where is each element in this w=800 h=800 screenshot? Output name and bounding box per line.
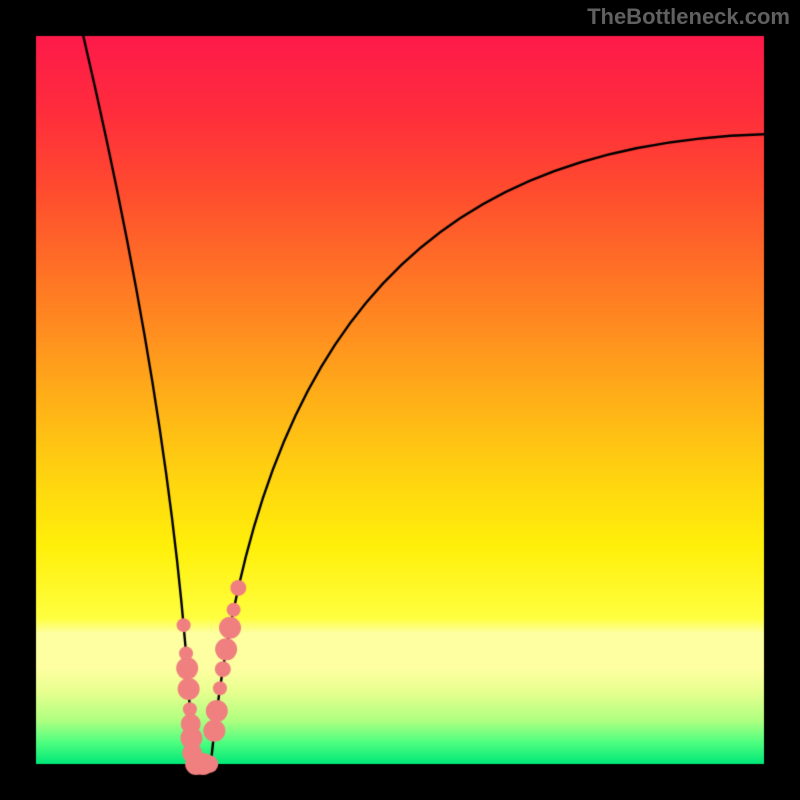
bottleneck-curve-chart <box>0 0 800 800</box>
chart-container: TheBottleneck.com <box>0 0 800 800</box>
watermark-label: TheBottleneck.com <box>587 4 790 30</box>
